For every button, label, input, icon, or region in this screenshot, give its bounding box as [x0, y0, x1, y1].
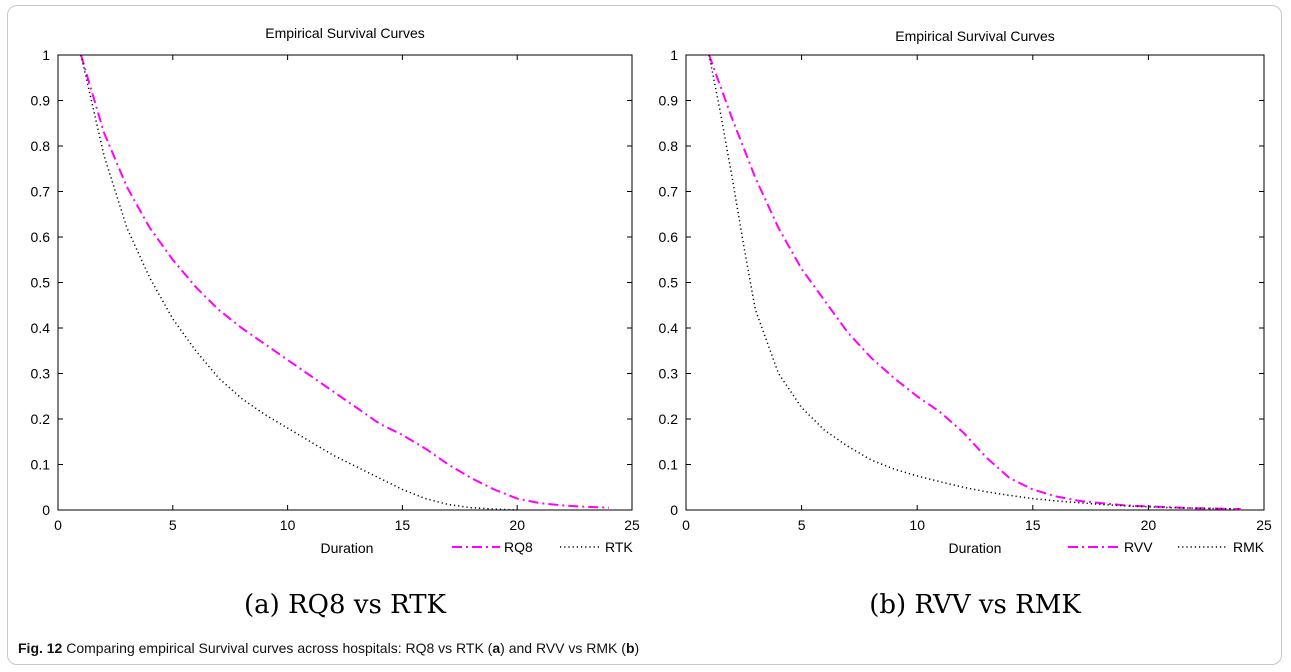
y-tick-label: 0.5	[659, 275, 679, 291]
x-tick-label: 20	[1141, 517, 1157, 533]
figure-caption-text: Comparing empirical Survival curves acro…	[62, 640, 492, 656]
y-tick-label: 0.6	[31, 229, 51, 245]
y-tick-label: 0.8	[659, 138, 679, 154]
series-line-1	[80, 54, 610, 509]
x-tick-label: 10	[280, 517, 296, 533]
series-line-1	[708, 54, 1241, 511]
y-tick-label: 0.3	[659, 366, 679, 382]
y-tick-label: 0.7	[659, 184, 679, 200]
axis-ticks: 0 5 10 15 20 25 0 0.1 0.2 0.3 0.4 0.5 0.6 0.7 0.8 0.9 1	[31, 47, 640, 533]
x-tick-label: 15	[1025, 517, 1041, 533]
x-tick-label: 5	[798, 517, 806, 533]
chart-title: Empirical Survival Curves	[895, 28, 1054, 44]
series-layer	[80, 54, 610, 511]
y-tick-label: 0.7	[31, 184, 51, 200]
y-tick-label: 0	[670, 502, 678, 518]
y-tick-label: 0	[42, 502, 50, 518]
y-tick-label: 0.6	[659, 229, 679, 245]
x-tick-label: 20	[509, 517, 525, 533]
figure-caption-ref-b: b	[626, 640, 635, 656]
figure-caption-label: Fig. 12	[18, 640, 63, 656]
x-tick-label: 0	[682, 517, 690, 533]
series-layer	[708, 54, 1241, 511]
y-tick-label: 0.5	[31, 275, 51, 291]
x-tick-label: 10	[909, 517, 925, 533]
y-tick-label: 0.4	[31, 320, 51, 336]
legend-label-series-2: RMK	[1233, 539, 1265, 555]
legend: RQ8 RTK	[452, 539, 633, 555]
y-tick-label: 0.3	[31, 366, 51, 382]
figure-caption-text: ) and RVV vs RMK (	[500, 640, 626, 656]
plot-area	[685, 54, 1265, 511]
x-tick-label: 5	[169, 517, 177, 533]
chart-panel-a: Empirical Survival Curves 0 5 10 15 20 25 0 0.1…	[31, 25, 640, 620]
figure-caption-ref-a: a	[492, 640, 500, 656]
x-tick-label: 0	[54, 517, 62, 533]
panel-a-caption: (a) RQ8 vs RTK	[244, 590, 447, 620]
y-tick-label: 1	[42, 47, 50, 63]
y-tick-label: 0.2	[659, 411, 679, 427]
x-tick-label: 25	[624, 517, 640, 533]
chart-panel-b: Empirical Survival Curves 0 5 10 15 20 25 0 0.1…	[659, 28, 1272, 620]
x-tick-label: 25	[1256, 517, 1272, 533]
series-line-2	[708, 54, 1241, 510]
chart-title: Empirical Survival Curves	[265, 25, 424, 41]
y-tick-label: 0.2	[31, 411, 51, 427]
legend: RVV RMK	[1068, 539, 1265, 555]
x-axis-label: Duration	[321, 540, 374, 556]
series-line-2	[80, 54, 518, 511]
plot-area	[57, 54, 633, 511]
legend-label-series-2: RTK	[605, 539, 633, 555]
y-tick-label: 0.1	[31, 457, 51, 473]
y-tick-label: 0.9	[659, 93, 679, 109]
y-tick-label: 0.1	[659, 457, 679, 473]
y-tick-label: 1	[670, 47, 678, 63]
figure-frame	[7, 5, 1282, 665]
figure-caption-text: )	[635, 640, 640, 656]
y-tick-label: 0.9	[31, 93, 51, 109]
axis-ticks: 0 5 10 15 20 25 0 0.1 0.2 0.3 0.4 0.5 0.6 0.7 0.8 0.9 1	[659, 47, 1272, 533]
legend-label-series-1: RQ8	[504, 539, 533, 555]
legend-label-series-1: RVV	[1124, 539, 1153, 555]
x-axis-label: Duration	[949, 540, 1002, 556]
panel-b-caption: (b) RVV vs RMK	[869, 590, 1081, 620]
y-tick-label: 0.4	[659, 320, 679, 336]
x-tick-label: 15	[395, 517, 411, 533]
figure-caption: Fig. 12 Comparing empirical Survival cur…	[18, 640, 639, 656]
y-tick-label: 0.8	[31, 138, 51, 154]
